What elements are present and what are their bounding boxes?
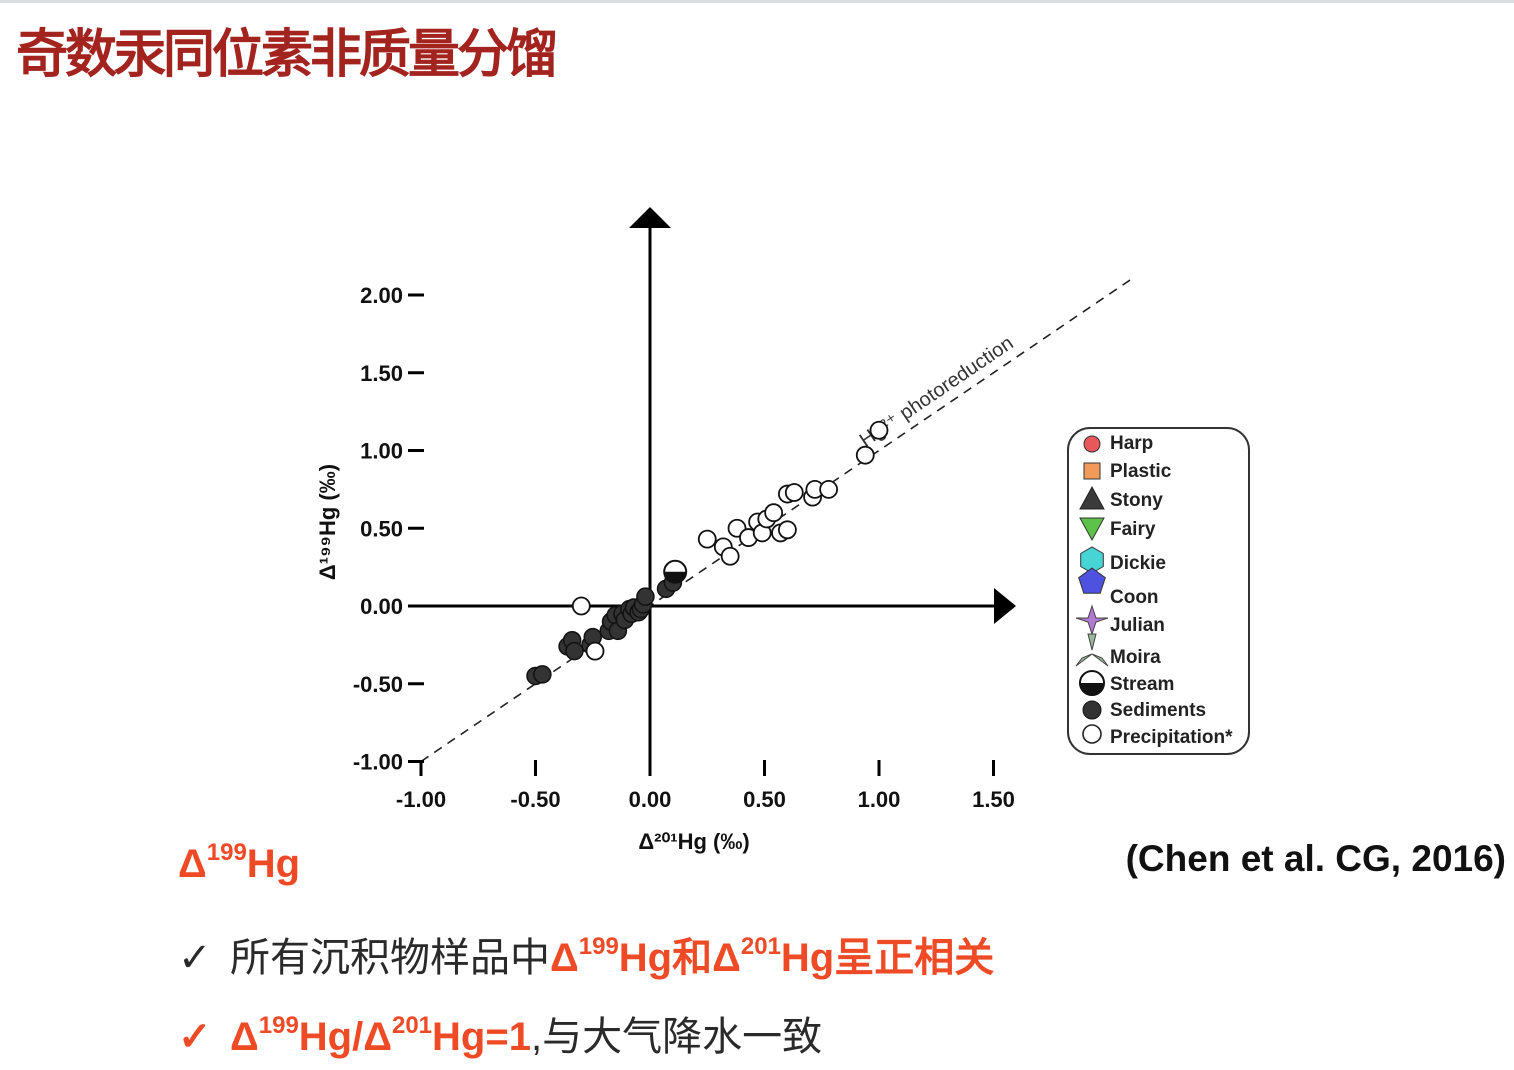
legend-label: Stony [1110, 490, 1163, 511]
precipitation-point [784, 483, 804, 502]
precipitation-point [819, 479, 839, 499]
precipitation-point [869, 420, 889, 440]
slide-title: 奇数汞同位素非质量分馏 [16, 25, 558, 85]
plastic-icon [1083, 462, 1101, 480]
legend-label: Moira [1110, 647, 1161, 668]
precipitation-point [697, 529, 717, 549]
legend-box [1067, 427, 1250, 755]
legend-label: Dickie [1110, 553, 1166, 574]
legend-label: Stream [1110, 674, 1174, 695]
moira-icon-right [1091, 653, 1109, 667]
precipitation-point [855, 445, 875, 465]
sediments-legend-icon [1082, 700, 1102, 720]
sediment-point [565, 641, 584, 661]
x-tick-label: 1.00 [858, 787, 901, 812]
moira-icon [1087, 633, 1097, 651]
bullet1-end: Hg呈正相关 [780, 936, 995, 980]
legend-label: Sediments [1110, 700, 1206, 721]
precipitation-point [764, 503, 784, 523]
stony-icon [1079, 485, 1105, 510]
check-icon: ✓ [178, 1015, 212, 1059]
sediment-point [636, 587, 655, 606]
x-axis-arrow [994, 588, 1016, 624]
top-border [0, 0, 1514, 3]
y-axis-label: Δ¹⁹⁹Hg (‰) [315, 464, 340, 580]
y-tick-label: 0.50 [360, 516, 403, 541]
bullet2-suffix: ,与大气降水一致 [530, 1015, 823, 1059]
y-tick-label: 1.50 [360, 361, 403, 386]
coon-icon [1078, 567, 1106, 594]
legend-label: Harp [1110, 433, 1153, 454]
precipitation-point [778, 520, 797, 540]
y-tick-label: 2.00 [360, 283, 403, 308]
bullet1-delta1: Δ [550, 936, 579, 980]
bullet1-prefix: 所有沉积物样品中 [230, 936, 550, 980]
precipitation-point [720, 546, 740, 566]
bullet1-mid: Hg和Δ [618, 936, 741, 980]
bullet-correlation: ✓ 所有沉积物样品中Δ199Hg和Δ201Hg呈正相关 [178, 925, 994, 983]
delta199-heading: Δ199Hg [178, 839, 301, 887]
y-tick-label: 1.00 [360, 439, 403, 464]
x-tick-label: -1.00 [396, 787, 446, 812]
x-tick-label: 1.50 [972, 787, 1015, 812]
precipitation-legend-icon [1082, 724, 1102, 744]
moira-icon-left [1075, 653, 1093, 667]
heading-sup: 199 [206, 839, 247, 867]
precipitation-point [571, 596, 591, 616]
legend-label: Fairy [1110, 519, 1156, 540]
bullet2-sup2: 201 [391, 1012, 433, 1040]
harp-icon [1083, 435, 1101, 453]
stream-point-half [664, 571, 687, 583]
legend-label: Coon [1110, 587, 1159, 608]
check-icon: ✓ [178, 936, 212, 980]
legend-label: Julian [1110, 615, 1165, 636]
bullet-ratio: ✓ Δ199Hg/Δ201Hg=1,与大气降水一致 [178, 1004, 822, 1062]
bullet2-end: Hg=1 [432, 1015, 531, 1059]
x-tick-label: 0.00 [629, 787, 672, 812]
y-tick-label: -1.00 [353, 750, 403, 775]
bullet2-delta1: Δ [230, 1015, 259, 1059]
x-axis-label: Δ²⁰¹Hg (‰) [638, 829, 749, 854]
bullet2-mid: Hg/Δ [298, 1015, 392, 1059]
y-axis-arrow [629, 207, 671, 228]
y-tick-label: -0.50 [353, 672, 403, 697]
heading-delta: Δ [178, 842, 207, 886]
bullet1-sup2: 201 [740, 933, 781, 961]
x-tick-label: -0.50 [510, 787, 560, 812]
legend-label: Plastic [1110, 461, 1172, 482]
citation: (Chen et al. CG, 2016) [1125, 838, 1506, 879]
bullet2-sup1: 199 [258, 1012, 299, 1040]
legend-label: Precipitation* [1110, 727, 1233, 748]
stream-legend-icon-half [1080, 683, 1104, 695]
x-tick-label: 0.50 [743, 787, 786, 812]
bullet1-sup1: 199 [578, 933, 619, 961]
sediment-point [533, 665, 552, 684]
y-tick-label: 0.00 [360, 594, 403, 619]
precipitation-point [585, 641, 605, 661]
heading-hg: Hg [246, 842, 301, 886]
fairy-icon [1079, 517, 1105, 542]
